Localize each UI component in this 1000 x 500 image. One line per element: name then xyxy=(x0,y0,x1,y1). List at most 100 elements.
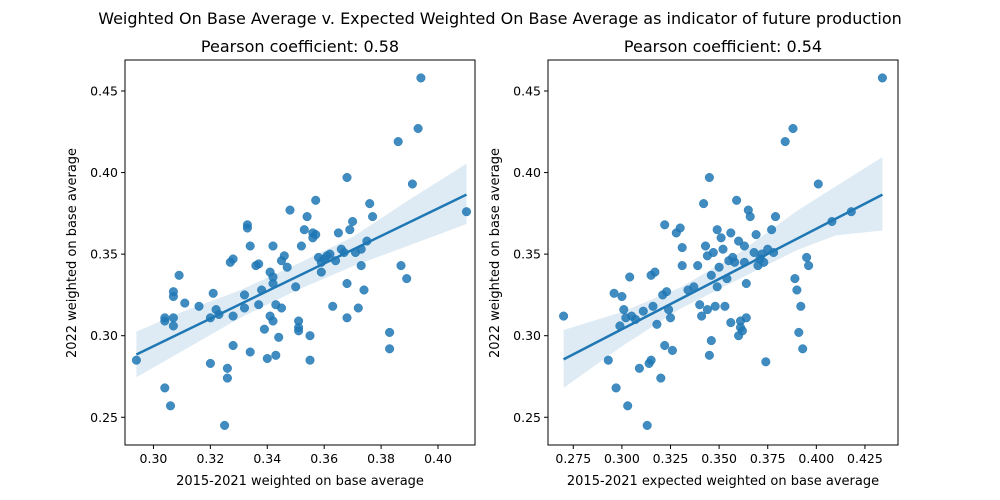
right-data-point xyxy=(706,336,716,346)
right-data-point xyxy=(634,363,644,373)
left-data-point xyxy=(228,254,238,264)
left-x-tick-label: 0.34 xyxy=(253,451,281,466)
left-regression-line xyxy=(135,193,468,356)
left-data-point xyxy=(368,212,378,222)
left-data-point xyxy=(302,212,312,222)
right-axes-frame xyxy=(547,59,899,446)
suptitle: Weighted On Base Average v. Expected Wei… xyxy=(98,9,902,28)
right-data-point xyxy=(697,311,707,321)
left-data-point xyxy=(461,207,472,217)
left-data-point xyxy=(356,261,366,271)
left-data-point xyxy=(333,228,343,238)
left-plot-title: Pearson coefficient: 0.58 xyxy=(201,37,399,56)
right-data-point xyxy=(745,212,755,222)
left-data-point xyxy=(311,230,321,240)
left-data-point xyxy=(168,321,178,331)
left-data-point xyxy=(342,172,352,183)
right-data-point xyxy=(726,228,736,238)
left-data-point xyxy=(345,225,355,235)
left-data-point xyxy=(282,262,292,272)
right-regression-line xyxy=(562,193,884,361)
left-data-point xyxy=(413,123,423,134)
left-data-point xyxy=(342,313,352,323)
right-data-point xyxy=(739,241,749,251)
right-data-point xyxy=(877,73,887,83)
left-data-point xyxy=(174,270,184,280)
left-data-point xyxy=(168,313,178,323)
right-data-point xyxy=(695,300,705,310)
left-data-point xyxy=(242,223,252,233)
right-data-point xyxy=(642,420,652,430)
right-y-tick-label: 0.35 xyxy=(513,247,541,262)
right-data-point xyxy=(623,401,633,411)
left-scatter-plot: Pearson coefficient: 0.58 2015-2021 weig… xyxy=(65,37,476,489)
left-data-point xyxy=(305,355,315,365)
right-y-tick-label: 0.40 xyxy=(513,165,541,180)
right-x-tick-label: 0.325 xyxy=(653,451,689,466)
left-data-point xyxy=(245,347,255,357)
left-data-point xyxy=(268,241,278,251)
left-data-point xyxy=(254,259,264,269)
right-data-point xyxy=(693,261,703,271)
right-data-point xyxy=(625,272,635,282)
right-data-point xyxy=(702,305,712,315)
left-data-point xyxy=(416,73,426,83)
right-data-point xyxy=(741,278,751,289)
left-data-point xyxy=(180,298,190,308)
right-data-point xyxy=(780,137,790,147)
left-plot-area xyxy=(131,73,472,430)
right-data-point xyxy=(804,261,814,271)
right-data-point xyxy=(648,301,658,311)
right-confidence-band xyxy=(563,157,883,388)
left-y-tick-label: 0.45 xyxy=(90,83,118,98)
left-data-point xyxy=(393,137,403,147)
left-data-point xyxy=(328,301,338,311)
right-data-point xyxy=(656,373,666,383)
right-data-point xyxy=(767,225,777,235)
right-data-point xyxy=(720,301,730,311)
left-data-point xyxy=(353,303,363,313)
right-data-point xyxy=(677,261,687,271)
right-data-point xyxy=(798,344,808,354)
left-data-point xyxy=(160,383,170,393)
right-data-point xyxy=(665,313,676,323)
left-data-point xyxy=(220,420,230,430)
left-data-point xyxy=(208,288,218,298)
right-data-point xyxy=(660,220,670,230)
left-data-point xyxy=(245,241,255,251)
right-data-point xyxy=(704,172,714,183)
right-data-point xyxy=(609,288,619,298)
right-data-point xyxy=(662,287,672,297)
right-data-point xyxy=(712,282,722,292)
left-data-point xyxy=(228,340,238,351)
left-y-tick-label: 0.30 xyxy=(90,328,118,343)
right-data-point xyxy=(603,355,613,365)
right-x-tick-label: 0.375 xyxy=(750,451,786,466)
right-data-point xyxy=(652,319,662,329)
left-data-point xyxy=(268,316,278,326)
left-data-point xyxy=(396,261,406,271)
left-x-axis-label: 2015-2021 weighted on base average xyxy=(176,474,424,489)
left-x-tick-label: 0.38 xyxy=(367,451,395,466)
left-data-point xyxy=(262,353,272,364)
left-data-point xyxy=(407,179,417,189)
left-data-point xyxy=(299,225,309,235)
left-data-point xyxy=(194,301,204,311)
left-data-point xyxy=(259,324,269,334)
left-y-axis-label: 2022 weighted on base average xyxy=(65,148,80,358)
left-data-point xyxy=(276,303,287,313)
left-data-point xyxy=(385,327,395,337)
left-data-point xyxy=(271,350,281,360)
right-data-point xyxy=(699,199,709,209)
left-data-point xyxy=(131,355,141,365)
left-data-point xyxy=(316,267,326,277)
left-data-point xyxy=(359,285,369,295)
right-x-tick-label: 0.350 xyxy=(701,451,737,466)
left-data-point xyxy=(291,282,301,292)
right-data-point xyxy=(726,318,736,328)
left-data-point xyxy=(385,344,395,354)
left-data-point xyxy=(165,401,176,411)
right-data-point xyxy=(734,236,744,246)
right-data-point xyxy=(802,252,812,262)
